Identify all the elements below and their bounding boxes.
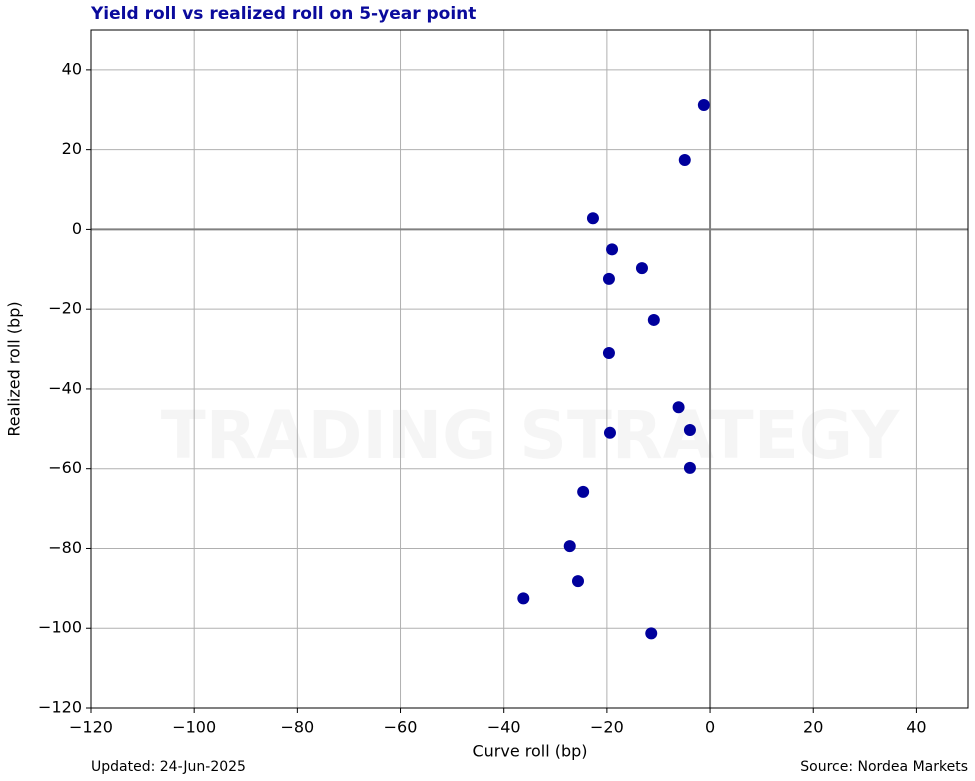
watermark: TRADING STRATEGY bbox=[161, 397, 901, 474]
point bbox=[517, 592, 530, 605]
point bbox=[577, 485, 590, 498]
point bbox=[697, 98, 710, 111]
footer-right: Source: Nordea Markets bbox=[800, 759, 968, 775]
x-tick-label: 40 bbox=[906, 718, 926, 737]
point bbox=[683, 424, 696, 437]
point bbox=[563, 540, 576, 553]
x-tick-label: −120 bbox=[69, 718, 113, 737]
y-axis-label: Realized roll (bp) bbox=[5, 301, 24, 436]
point bbox=[635, 262, 648, 275]
point bbox=[645, 627, 658, 640]
point bbox=[603, 426, 616, 439]
point bbox=[678, 154, 691, 167]
point bbox=[586, 212, 599, 225]
x-tick-label: −20 bbox=[590, 718, 624, 737]
y-tick-label: −40 bbox=[48, 378, 82, 397]
point bbox=[672, 401, 685, 414]
point bbox=[602, 272, 615, 285]
x-axis-label: Curve roll (bp) bbox=[472, 742, 587, 761]
y-tick-label: 20 bbox=[62, 139, 82, 158]
x-tick-label: 0 bbox=[705, 718, 715, 737]
y-tick-label: 0 bbox=[72, 219, 82, 238]
footer-left: Updated: 24-Jun-2025 bbox=[91, 759, 246, 775]
point bbox=[647, 313, 660, 326]
y-tick-label: −120 bbox=[38, 698, 82, 717]
y-tick-label: −20 bbox=[48, 299, 82, 318]
x-tick-label: −60 bbox=[384, 718, 418, 737]
point bbox=[571, 575, 584, 588]
y-tick-label: −80 bbox=[48, 538, 82, 557]
plot-frame bbox=[90, 29, 969, 709]
point bbox=[683, 461, 696, 474]
x-tick-label: −80 bbox=[280, 718, 314, 737]
y-tick-label: −100 bbox=[38, 618, 82, 637]
point bbox=[606, 243, 619, 256]
point bbox=[602, 347, 615, 360]
x-tick-label: 20 bbox=[803, 718, 823, 737]
y-tick-label: −60 bbox=[48, 458, 82, 477]
x-tick-label: −40 bbox=[487, 718, 521, 737]
chart-title: Yield roll vs realized roll on 5-year po… bbox=[90, 4, 476, 24]
x-tick-label: −100 bbox=[172, 718, 216, 737]
y-tick-label: 40 bbox=[62, 59, 82, 78]
